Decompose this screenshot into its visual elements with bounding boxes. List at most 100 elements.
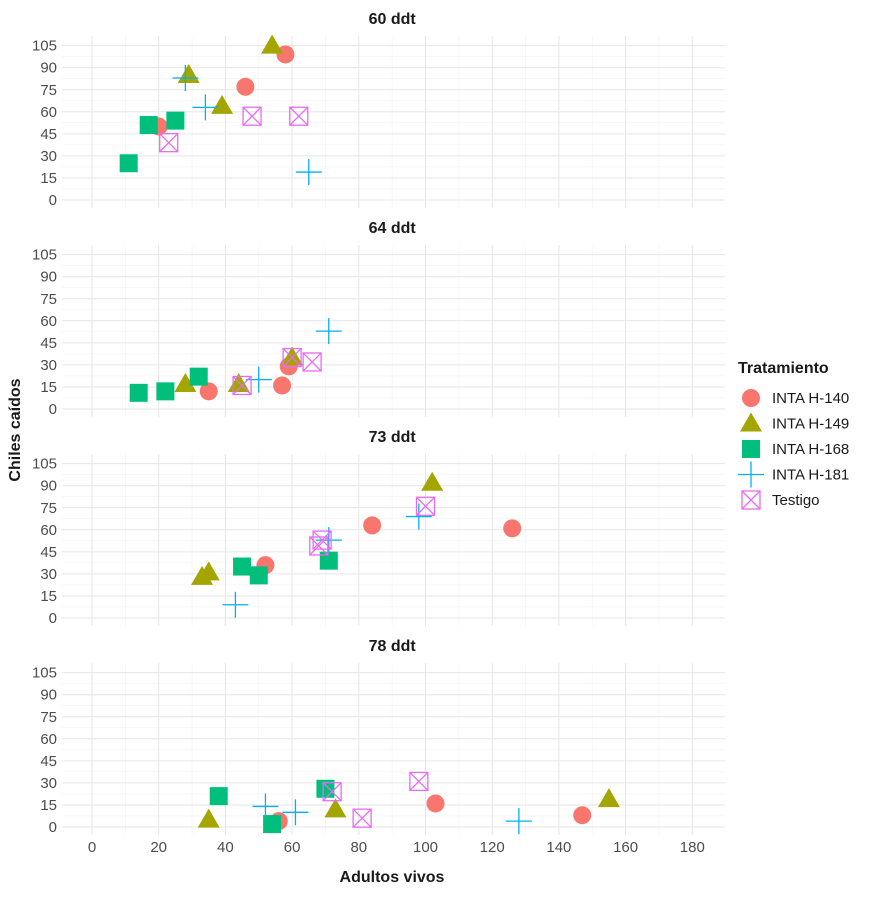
data-point (352, 808, 372, 828)
y-tick-label: 90 (40, 269, 57, 286)
data-point (119, 154, 138, 173)
y-tick-label: 15 (40, 379, 57, 396)
legend-key (742, 440, 760, 458)
y-tick-label: 15 (40, 797, 57, 814)
y-tick-label: 75 (40, 709, 57, 726)
y-tick-label: 105 (32, 665, 57, 682)
data-point (192, 94, 219, 121)
y-tick-label: 30 (40, 566, 57, 583)
x-tick-label: 0 (88, 839, 96, 856)
y-tick-label: 105 (32, 38, 57, 55)
y-tick-label: 90 (40, 478, 57, 495)
panel-title: 78 ddt (369, 638, 417, 655)
y-axis-title: Chiles caídos (7, 378, 24, 481)
data-point (174, 373, 197, 393)
data-point (211, 94, 234, 114)
data-point (129, 383, 148, 402)
y-tick-label: 30 (40, 357, 57, 374)
legend-item: INTA H-140 (742, 389, 849, 407)
x-tick-label: 100 (413, 839, 438, 856)
data-point (232, 375, 252, 396)
data-point (409, 771, 429, 792)
data-point (281, 346, 304, 366)
data-point (363, 516, 382, 535)
data-point (421, 471, 444, 491)
legend-key (742, 389, 760, 407)
data-point (236, 77, 255, 96)
legend-item: INTA H-168 (742, 440, 849, 458)
data-point (282, 799, 309, 826)
data-point (302, 352, 322, 372)
panel-2: 73 ddt 0 15 30 45 60 75 90 105 (32, 429, 725, 627)
data-point (312, 530, 332, 550)
legend-label: INTA H-140 (772, 390, 849, 407)
y-tick-label: 60 (40, 104, 57, 121)
y-tick-label: 0 (49, 610, 57, 627)
legend-key (741, 490, 761, 510)
data-point (573, 806, 592, 825)
y-tick-label: 75 (40, 500, 57, 517)
legend-title: Tratamiento (738, 360, 829, 377)
data-point (197, 808, 220, 828)
data-point (156, 382, 175, 401)
y-tick-label: 45 (40, 753, 57, 770)
y-tick-label: 90 (40, 60, 57, 77)
legend-key (738, 461, 764, 488)
y-tick-label: 60 (40, 731, 57, 748)
data-point (199, 382, 218, 401)
data-point (245, 366, 272, 393)
x-axis-title: Adultos vivos (340, 869, 445, 886)
data-point (209, 787, 228, 806)
data-point (249, 566, 268, 585)
x-tick-label: 20 (150, 839, 167, 856)
data-point (159, 133, 179, 153)
legend-label: Testigo (772, 492, 820, 509)
legend: Tratamiento INTA H-140 INTA H-149 INTA H-1… (738, 360, 849, 510)
y-tick-label: 45 (40, 335, 57, 352)
x-tick-label: 140 (546, 839, 571, 856)
panel-title: 73 ddt (369, 429, 417, 446)
y-tick-label: 90 (40, 687, 57, 704)
data-point (319, 551, 338, 570)
data-point (172, 64, 199, 91)
data-point (295, 159, 322, 186)
x-tick-label: 40 (217, 839, 234, 856)
data-point (252, 793, 279, 820)
y-tick-label: 15 (40, 588, 57, 605)
y-tick-label: 60 (40, 522, 57, 539)
data-point (263, 815, 282, 834)
data-point (324, 798, 347, 818)
legend-item: INTA H-181 (738, 461, 849, 488)
y-tick-label: 15 (40, 170, 57, 187)
legend-key (740, 412, 762, 432)
y-tick-label: 45 (40, 544, 57, 561)
chart-panels: 60 ddt 0 15 30 45 60 75 90 105 64 ddt 0 15 30 45 60 75 9… (32, 11, 725, 856)
x-tick-label: 160 (613, 839, 638, 856)
y-tick-label: 45 (40, 126, 57, 143)
data-point (415, 496, 436, 516)
data-point (503, 519, 522, 538)
data-point (222, 591, 249, 618)
data-point (261, 34, 284, 54)
x-tick-label: 60 (284, 839, 301, 856)
data-point (166, 111, 185, 130)
data-point (315, 318, 342, 345)
x-tick-label: 120 (480, 839, 505, 856)
y-tick-label: 105 (32, 456, 57, 473)
y-tick-label: 75 (40, 82, 57, 99)
data-point (139, 116, 158, 135)
legend-label: INTA H-168 (772, 441, 849, 458)
data-point (242, 106, 262, 126)
legend-item: INTA H-149 (740, 412, 849, 433)
x-tick-label: 180 (680, 839, 705, 856)
y-tick-label: 0 (49, 192, 57, 209)
legend-label: INTA H-149 (772, 416, 849, 433)
data-point (505, 808, 532, 835)
data-point (597, 788, 620, 808)
panel-3: 78 ddt 0 15 30 45 60 75 90 105 (32, 638, 725, 836)
data-point (177, 64, 200, 84)
data-point (197, 561, 220, 581)
panel-title: 64 ddt (369, 220, 417, 237)
panel-title: 60 ddt (369, 11, 417, 28)
